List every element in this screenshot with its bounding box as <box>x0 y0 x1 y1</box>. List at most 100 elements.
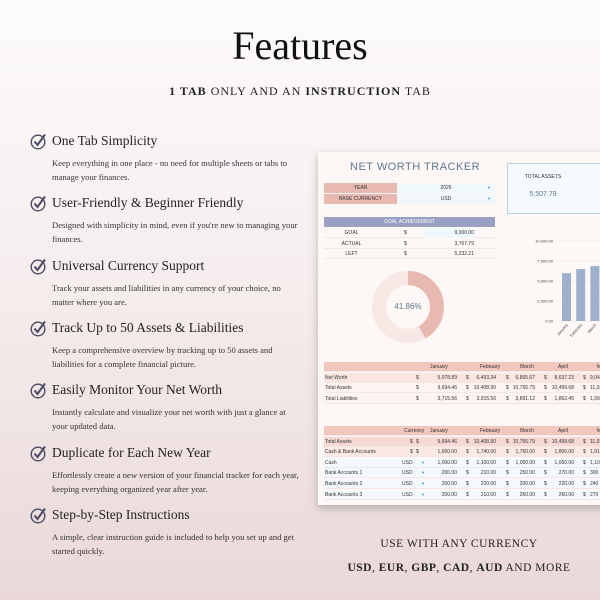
dropdown-arrow-icon[interactable]: ▼ <box>421 481 425 486</box>
bar <box>590 266 600 321</box>
subtitle-part: TAB <box>401 84 431 98</box>
feature-item: One Tab Simplicity Keep everything in one… <box>30 133 287 183</box>
currency-symbol: $ <box>583 385 586 392</box>
dropdown-arrow-icon[interactable]: ▼ <box>421 459 425 465</box>
cell-value: 250.00 <box>519 470 535 477</box>
row-currency[interactable]: USD <box>402 470 413 477</box>
currency-select[interactable]: USD ▼ <box>397 194 495 204</box>
currency-symbol: $ <box>506 481 509 487</box>
currency-symbol: $ <box>544 470 547 477</box>
currency-symbol: $ <box>583 395 586 402</box>
table-row: Total Assets $9,694.46 $10,408.90 $10,756.7… <box>324 383 600 394</box>
table-row: Bank Accounts 3 USD ▼ 200.00 $210.00 $260.00 $… <box>324 489 600 500</box>
currency-symbol: $ <box>416 449 419 456</box>
table-row: Bank Accounts 1 USD ▼ 200.00 $210.00 $250.00 $… <box>324 468 600 479</box>
feature-description: Instantly calculate and visualize your n… <box>52 407 286 432</box>
cell-value: 6,865.67 <box>515 374 535 381</box>
row-label: Bank Accounts 2 <box>325 481 363 487</box>
row-currency[interactable]: USD <box>402 491 413 498</box>
row-label: Bank Accounts 1 <box>325 470 363 477</box>
currency-symbol: $ <box>506 459 509 466</box>
month-column-header: March <box>520 428 534 434</box>
currency-label: BASE CURRENCY <box>324 194 397 204</box>
dropdown-arrow-icon[interactable]: ▼ <box>421 470 425 476</box>
cell-value: 1,862.45 <box>554 395 574 402</box>
currency-value: USD <box>440 196 452 202</box>
net-worth-bar-chart: 10,000.00 7,500.00 5,000.00 2,500.00 0.00Jan… <box>535 239 600 338</box>
bar <box>576 269 586 321</box>
cell-value: 270.00 <box>558 470 574 477</box>
cell-value: 3,715.56 <box>437 395 457 402</box>
feature-item: Track Up to 50 Assets & Liabilities Keep … <box>30 320 280 370</box>
feature-title: Universal Currency Support <box>52 257 205 273</box>
checkmark-icon <box>30 258 46 275</box>
month-column-header: February <box>480 428 501 434</box>
currency-symbol: $ <box>506 491 509 498</box>
currency-symbol: $ <box>544 385 547 392</box>
feature-description: Keep everything in one place - no need f… <box>52 158 288 182</box>
feature-description: Track your assets and liabilities in any… <box>52 282 281 307</box>
cell-value: 210.00 <box>480 491 496 498</box>
cell-value: 9,694.46 <box>437 438 457 445</box>
currency-symbol: $ <box>404 251 407 257</box>
checkmark-icon <box>30 195 46 212</box>
cell-value: 300 <box>590 470 599 477</box>
feature-title: Track Up to 50 Assets & Liabilities <box>52 319 244 335</box>
month-column-header: April <box>558 428 569 434</box>
currency-symbol: $ <box>466 491 469 498</box>
cell-value: 200.00 <box>519 481 535 487</box>
cell-value: 240 <box>590 481 599 487</box>
feature-item: Duplicate for Each New Year Effortlessly … <box>30 445 299 495</box>
currency-symbol: $ <box>544 374 547 381</box>
cell-value: 1,000.00 <box>437 459 457 466</box>
subtitle-part: INSTRUCTION <box>305 84 402 98</box>
currency-code: USD <box>347 562 372 574</box>
cell-value: 11,039 <box>590 438 600 445</box>
cell-value: 10,499.68 <box>551 385 574 392</box>
table-header-row: Currency January February March April May <box>324 426 600 436</box>
currency-symbol: $ <box>506 470 509 477</box>
year-label: YEAR <box>324 183 397 193</box>
currency-symbol: $ <box>544 395 547 402</box>
row-label: Cash <box>325 459 337 466</box>
currency-symbol: $ <box>466 385 469 392</box>
cell-value: 220.00 <box>480 481 496 487</box>
month-column-header: January <box>430 428 448 434</box>
currency-symbol: $ <box>506 438 509 445</box>
dropdown-arrow-icon[interactable]: ▼ <box>487 185 491 190</box>
feature-title: User-Friendly & Beginner Friendly <box>52 195 244 211</box>
checkmark-icon <box>30 320 46 337</box>
cell-value: 3,915.56 <box>476 395 496 402</box>
y-tick-label: 2,500.00 <box>537 299 553 304</box>
dropdown-arrow-icon[interactable]: ▼ <box>421 491 425 497</box>
feature-item: Easily Monitor Your Net Worth Instantly c… <box>30 382 286 432</box>
month-column-header: February <box>480 364 501 370</box>
currency-symbol: $ <box>544 481 547 487</box>
x-tick-label: February <box>569 322 583 337</box>
cell-value: 220.00 <box>558 481 574 487</box>
row-label: Total Assets <box>325 385 352 392</box>
row-label: Cash & Bank Accounts <box>325 449 376 456</box>
table-header-row: January February March April May <box>324 362 600 372</box>
dropdown-arrow-icon[interactable]: ▼ <box>487 196 491 201</box>
y-tick-label: 10,000.00 <box>535 239 554 244</box>
currency-symbol: $ <box>583 481 586 487</box>
table-row: Bank Accounts 2 USD ▼ 200.00 $220.00 $200.00 $… <box>324 479 600 489</box>
goal-row-label: LEFT <box>345 251 358 257</box>
currency-symbol: $ <box>404 230 407 236</box>
checkmark-icon <box>30 382 46 399</box>
currency-heading: USE WITH ANY CURRENCY <box>380 538 538 550</box>
feature-item: Universal Currency Support Track your ass… <box>30 257 281 308</box>
year-select[interactable]: 2026 ▼ <box>397 183 495 193</box>
currency-symbol: $ <box>466 470 469 477</box>
feature-description: Designed with simplicity in mind, even i… <box>52 220 298 245</box>
cell-value: 1,910 <box>590 449 600 456</box>
page-title: Features <box>232 23 368 68</box>
cell-value: 210.00 <box>480 470 496 477</box>
row-currency[interactable]: USD <box>402 459 413 466</box>
cell-value: 260.00 <box>558 491 574 498</box>
currency-symbol: $ <box>506 449 509 456</box>
currency-symbol: $ <box>544 449 547 456</box>
goal-row: GOAL $9,000.00 <box>324 228 495 238</box>
row-currency[interactable]: USD <box>402 481 413 487</box>
